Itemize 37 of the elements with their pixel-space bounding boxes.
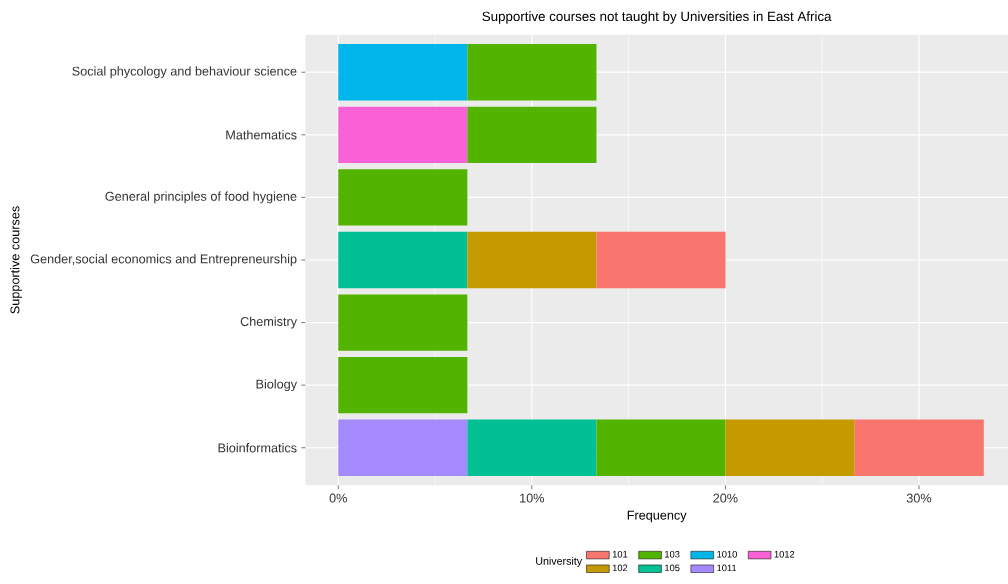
bar [467,44,597,101]
y-tick-label: Mathematics [226,130,297,140]
chart-title: Supportive courses not taught by Universities in East Africa [482,11,832,24]
bar [338,294,468,351]
y-tick-label: Chemistry [240,316,298,329]
bar [467,419,597,476]
bar [338,44,468,101]
legend-label: 105 [665,564,680,572]
y-tick-label: General principles of food hygiene [105,191,297,204]
y-axis-title: Supportive courses [10,206,22,314]
bar [338,169,468,226]
bar [338,419,468,476]
bar [596,419,726,476]
legend-title: University [536,556,583,567]
x-tick-label: 0% [329,493,347,503]
y-tick-label: Bioinformatics [218,443,297,453]
y-tick-label: Social phycology and behaviour science [72,66,297,79]
bar [596,231,726,289]
legend-label: 102 [612,564,628,572]
y-tick-label: Biology [256,379,298,392]
x-tick-label: 20% [713,493,738,503]
legend-label: 103 [665,550,680,558]
bar [467,106,597,163]
legend-label: 1011 [717,564,737,572]
bar [854,419,984,476]
x-tick-label: 10% [520,493,545,503]
x-tick-label: 30% [906,493,932,503]
legend-label: 1012 [774,550,795,558]
bar [338,357,468,414]
legend-label: 101 [612,550,628,558]
y-tick-label: Gender,social economics and Entrepreneurship [30,254,297,266]
legend-label: 1010 [717,550,737,558]
x-axis-title: Frequency [627,510,687,523]
bar [338,106,468,163]
bar [338,231,468,289]
bar [467,231,597,289]
bar [725,419,855,476]
